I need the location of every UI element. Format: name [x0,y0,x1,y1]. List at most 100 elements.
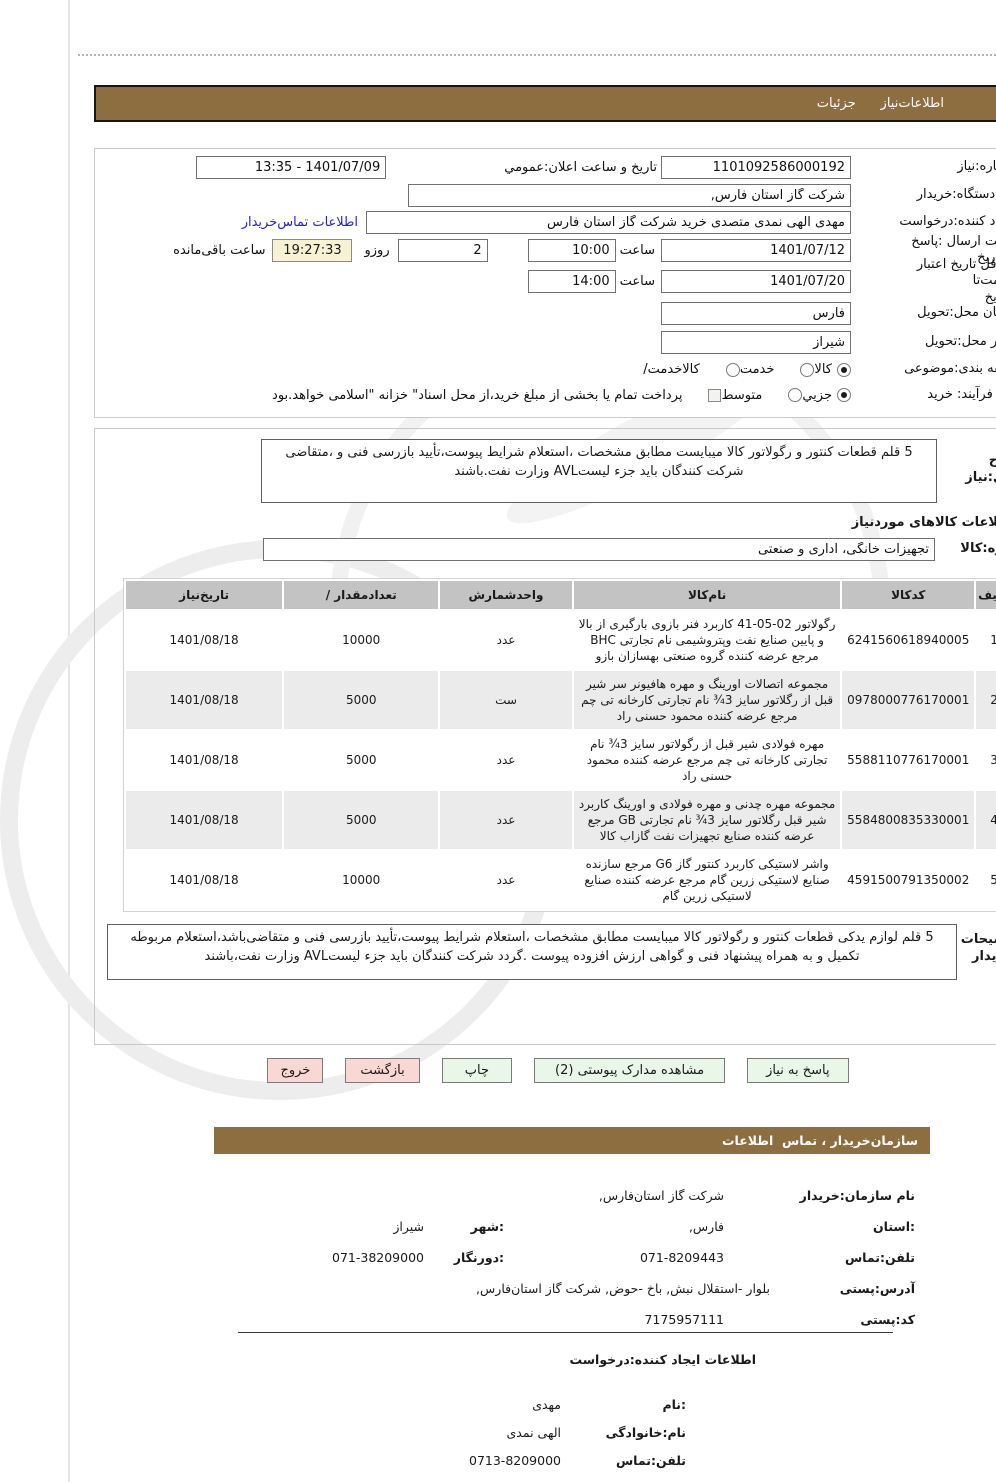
request-creator-input[interactable] [306,211,791,234]
creator-family-value: الهی نمدی [331,1425,501,1440]
request-creator-section: :نام مهدی نام:خانوادگی الهی نمدی تلفن:تم… [296,1390,626,1474]
price-validity-label-line2: :تاریخ [817,290,955,306]
contact-address-label: آدرس:پستی [710,1281,855,1296]
contact-postal-row: کد:پستی 7175957111 [125,1304,855,1335]
days-label: روزو [304,243,329,258]
creator-family-row: نام:خانوادگی الهی نمدی [296,1418,626,1446]
buyer-contact-section: نام سازمان:خریدار شرکت گاز استان‌فارس, :… [125,1180,855,1335]
radio-goods-service[interactable] [666,363,680,377]
row-buyer-notes: توضیحات :خریدار 5 قلم لوازم یدکی قطعات ک… [35,924,961,980]
cell-need-date: 1401/08/18 [66,791,222,849]
process-type-label: نوع فرآیند: خرید [791,387,961,403]
cell-need-date: 1401/08/18 [66,731,222,789]
cell-row-number: 5 [916,851,952,909]
col-header-row-number: ردیف [916,581,952,609]
contact-fax-label: :دورنگار [364,1250,444,1265]
price-validity-time-input[interactable] [468,270,556,293]
table-row: 4 5584800835330001 مجموعه مهره چدنی و مه… [66,791,952,849]
reply-deadline-date-input[interactable] [601,239,791,262]
goods-table-header-row: ردیف کدکالا نام‌کالا واحدشمارش تعدادمقدا… [66,581,952,609]
print-button[interactable]: چاپ [382,1058,452,1083]
col-header-unit: واحدشمارش [380,581,512,609]
announce-datetime-input[interactable] [136,156,326,179]
need-number-input[interactable] [601,156,791,179]
contact-address-value: بلوار -استقلال نبش, باخ -حوض, شرکت گاز ا… [290,1281,710,1296]
delivery-city-input[interactable] [601,331,791,354]
buyer-notes-textarea[interactable]: 5 قلم لوازم یدکی قطعات کنتور و رگولاتور … [47,924,897,980]
col-header-need-date: تاریخ‌نیاز [66,581,222,609]
row-need-number: شماره:نیاز تاریخ و ساعت اعلان:عمومي [35,153,961,182]
creator-name-label: :نام [531,1397,626,1412]
org-name-value: شرکت گاز استان‌فارس, [444,1188,664,1203]
col-header-item-code: کدکالا [782,581,914,609]
cell-unit: عدد [380,851,512,909]
treasury-payment-note: پرداخت تمام یا بخشی از مبلغ خرید،از محل … [212,388,622,403]
cell-quantity: 5000 [224,671,378,729]
cell-row-number: 4 [916,791,952,849]
remaining-hours-label: ساعت باقی‌مانده [113,243,205,258]
cell-row-number: 2 [916,671,952,729]
remaining-time-box: 19:27:33 [212,239,292,262]
contact-postal-value: 7175957111 [444,1312,664,1327]
cell-row-number: 3 [916,731,952,789]
contact-phone-fax-row: تلفن:تماس 071-8209443 :دورنگار 071-38209… [125,1242,855,1273]
cell-item-code: 6241560618940005 [782,611,914,669]
need-number-label: شماره:نیاز [791,159,961,175]
row-price-validity: حداقل تاریخ اعتبار :قیمت‌تا :تاریخ ساعت [35,264,961,299]
cell-need-date: 1401/08/18 [66,851,222,909]
row-goods-group: گروه:کالا [35,534,961,564]
buyer-notes-label: توضیحات :خریدار [897,924,959,966]
price-validity-label: حداقل تاریخ اعتبار :قیمت‌تا :تاریخ [791,257,961,306]
reply-deadline-time-input[interactable] [468,239,556,262]
goods-group-input[interactable] [203,538,875,561]
need-description-label: شرح کلی:نیاز [877,439,959,487]
contact-address-row: آدرس:پستی بلوار -استقلال نبش, باخ -حوض, … [125,1273,855,1304]
cell-item-code: 4591500791350002 [782,851,914,909]
validity-hour-label: ساعت [560,274,595,289]
cell-item-code: 5584800835330001 [782,791,914,849]
table-row: 1 6241560618940005 رگولاتور 02-05-41 کار… [66,611,952,669]
view-attached-docs-button[interactable]: مشاهده مدارک پیوستی (2) [474,1058,665,1083]
buyer-org-input[interactable] [348,184,791,207]
remaining-days-input[interactable] [338,239,428,262]
buyer-notes-label-line2: :خریدار [897,949,959,966]
radio-minor[interactable] [777,388,791,402]
cell-item-name: مجموعه اتصالات اورینگ و مهره هافیونر سر … [514,671,781,729]
contact-org-row: نام سازمان:خریدار شرکت گاز استان‌فارس, [125,1180,855,1211]
creator-name-row: :نام مهدی [296,1390,626,1418]
back-button[interactable]: بازگشت [285,1058,359,1083]
delivery-province-label: استان محل:تحویل [791,305,961,321]
reply-to-need-button[interactable]: پاسخ به نیاز [687,1058,789,1083]
exit-button[interactable]: خروج [207,1058,263,1083]
delivery-province-input[interactable] [601,302,791,325]
radio-goods[interactable] [777,363,791,377]
table-row: 3 5588110776170001 مهره فولادی شیر قبل ا… [66,731,952,789]
creator-phone-label: تلفن:تماس [531,1453,626,1468]
creator-family-label: نام:خانوادگی [531,1425,626,1440]
row-delivery-city: شهر محل:تحویل [35,328,961,357]
treasury-payment-checkbox[interactable] [648,389,661,402]
goods-table-wrapper: ردیف کدکالا نام‌کالا واحدشمارش تعدادمقدا… [63,578,955,912]
cell-need-date: 1401/08/18 [66,611,222,669]
radio-service[interactable] [740,363,754,377]
buyer-contact-link[interactable]: اطلاعات تماس‌خریدار [182,215,298,230]
deadline-hour-label: ساعت [560,243,595,258]
need-description-textarea[interactable]: 5 قلم قطعات کنتور و رگولاتور کالا میبایس… [201,439,877,503]
buyer-org-label: نام دستگاه:خریدار [791,187,961,203]
request-summary-panel: شماره:نیاز تاریخ و ساعت اعلان:عمومي نام … [34,148,962,418]
cell-item-code: 5588110776170001 [782,731,914,789]
row-buyer-org: نام دستگاه:خریدار [35,182,961,209]
cell-need-date: 1401/08/18 [66,671,222,729]
row-need-description: شرح کلی:نیاز 5 قلم قطعات کنتور و رگولاتو… [35,439,961,503]
contact-province-label: :استان [710,1219,855,1234]
contact-city-value: شیراز [184,1219,364,1234]
price-validity-date-input[interactable] [601,270,791,293]
radio-medium[interactable] [728,388,742,402]
cell-unit: عدد [380,791,512,849]
table-row: 5 4591500791350002 واشر لاستیکی کاربرد ک… [66,851,952,909]
announce-datetime-label: تاریخ و ساعت اعلان:عمومي [444,160,597,175]
radio-minor-label: جزیي [742,388,772,403]
creator-name-value: مهدی [331,1397,501,1412]
contact-province-value: فارس, [444,1219,664,1234]
buyer-contact-bar-title: سازمان‌خریدار ، تماس اطلاعات [662,1133,858,1148]
